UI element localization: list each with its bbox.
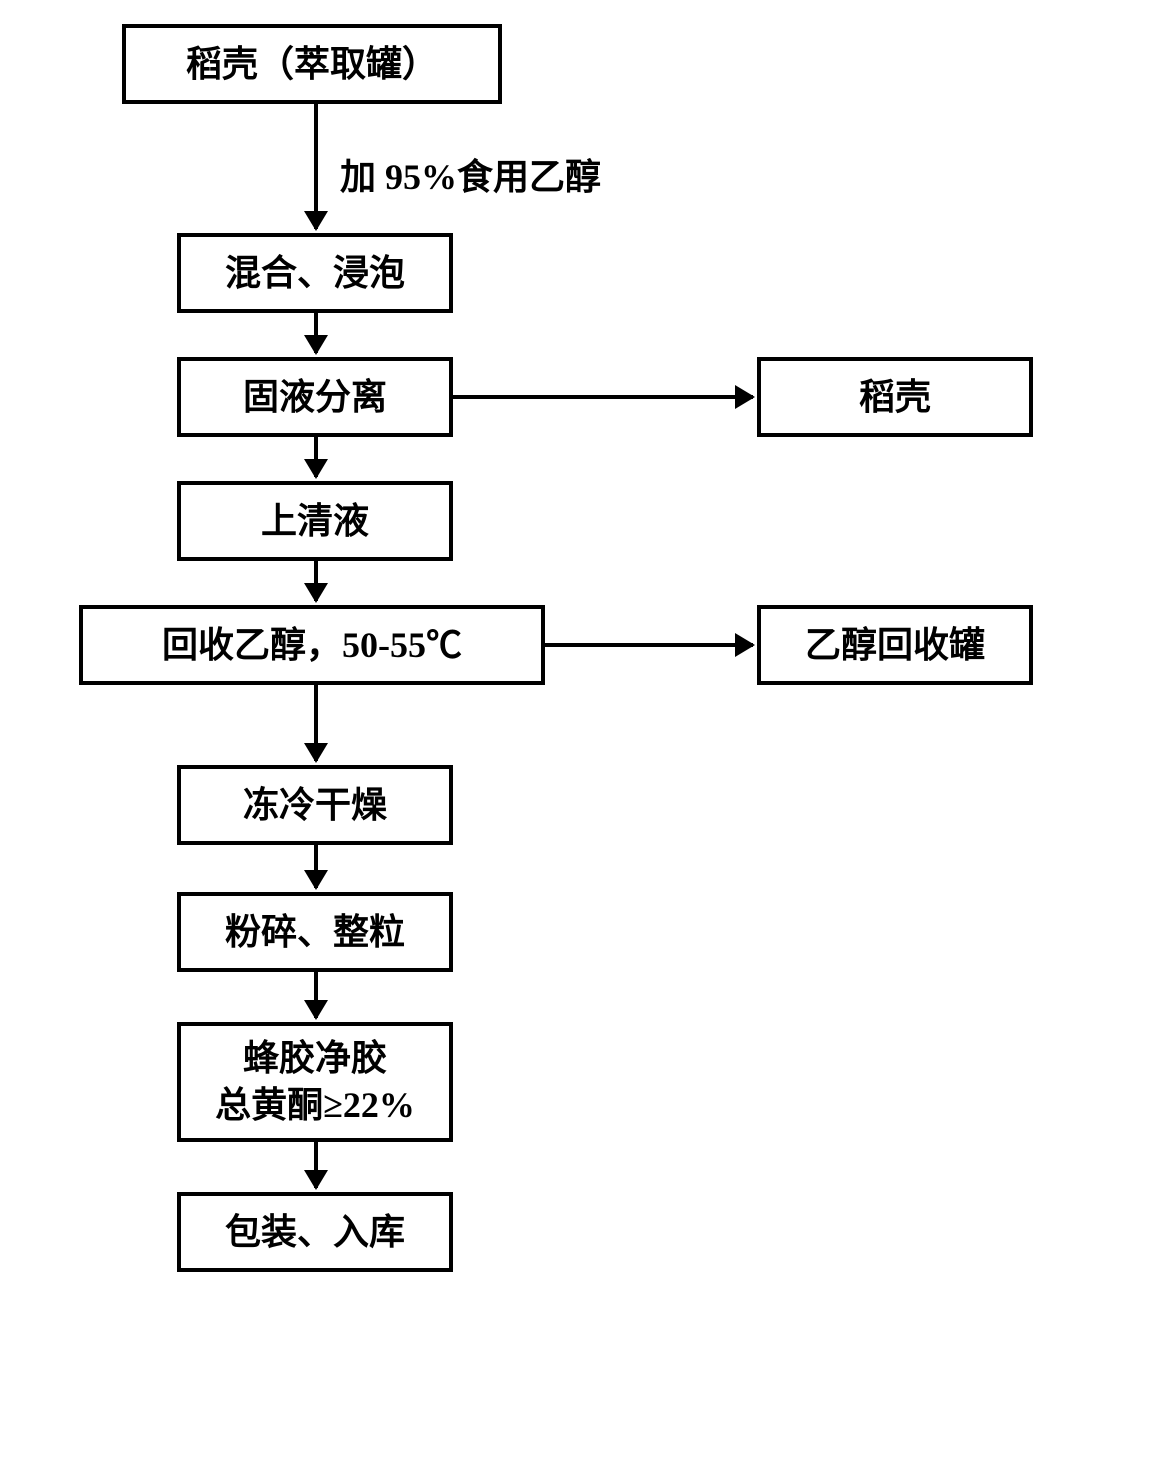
arrow-right [545,643,753,647]
node-label: 稻壳 [859,374,931,421]
arrow-down [314,1142,318,1188]
node-label: 乙醇回收罐 [805,622,985,669]
arrow-right [453,395,753,399]
node-rice-hull-out: 稻壳 [757,357,1033,437]
node-label: 混合、浸泡 [225,250,405,297]
arrow-down [314,104,318,229]
edge-label-ethanol: 加 95%食用乙醇 [340,148,601,200]
node-label: 上清液 [261,498,369,545]
arrow-down [314,972,318,1018]
arrow-down [314,685,318,761]
node-supernatant: 上清液 [177,481,453,561]
node-label: 冻冷干燥 [243,782,387,829]
node-label: 蜂胶净胶 总黄酮≥22% [215,1035,415,1129]
node-label: 固液分离 [243,374,387,421]
node-solid-liquid-sep: 固液分离 [177,357,453,437]
node-package-store: 包装、入库 [177,1192,453,1272]
node-label: 粉碎、整粒 [225,909,405,956]
node-mix-soak: 混合、浸泡 [177,233,453,313]
node-label: 包装、入库 [225,1209,405,1256]
node-freeze-dry: 冻冷干燥 [177,765,453,845]
node-label: 稻壳（萃取罐） [186,41,438,88]
arrow-down [314,437,318,477]
process-flowchart: 稻壳（萃取罐） 加 95%食用乙醇 混合、浸泡 固液分离 稻壳 上清液 回收乙醇… [0,0,1160,1478]
arrow-down [314,561,318,601]
node-crush-granulate: 粉碎、整粒 [177,892,453,972]
node-rice-hull-extract: 稻壳（萃取罐） [122,24,502,104]
arrow-down [314,313,318,353]
node-ethanol-tank: 乙醇回收罐 [757,605,1033,685]
node-propolis-pure: 蜂胶净胶 总黄酮≥22% [177,1022,453,1142]
node-recover-ethanol: 回收乙醇，50-55℃ [79,605,545,685]
arrow-down [314,845,318,888]
node-label: 回收乙醇，50-55℃ [162,622,462,669]
